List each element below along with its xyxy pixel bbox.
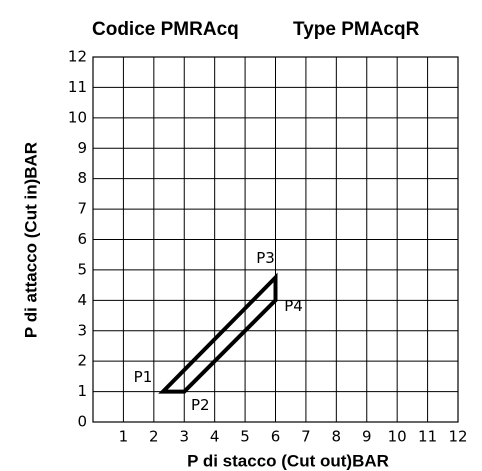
x-tick-label: 2 <box>149 428 159 446</box>
y-tick-label: 7 <box>77 200 87 218</box>
y-tick-label: 5 <box>77 260 87 278</box>
y-tick-label: 1 <box>77 382 87 400</box>
point-label: P2 <box>191 396 210 414</box>
x-tick-label: 6 <box>271 428 281 446</box>
x-tick-label: 7 <box>301 428 311 446</box>
x-tick-label: 12 <box>448 428 467 446</box>
y-tick-label: 12 <box>68 48 87 66</box>
y-tick-label: 8 <box>77 169 87 187</box>
point-label: P3 <box>256 249 275 267</box>
y-tick-label: 4 <box>77 291 87 309</box>
x-tick-label: 1 <box>119 428 129 446</box>
y-tick-label: 0 <box>77 413 87 431</box>
chart-title: Codice PMRAcq <box>92 19 239 40</box>
x-axis-label: P di stacco (Cut out)BAR <box>187 451 389 470</box>
x-tick-label: 9 <box>362 428 372 446</box>
point-label: P4 <box>284 297 303 315</box>
x-tick-label: 8 <box>332 428 342 446</box>
y-tick-label: 9 <box>77 139 87 157</box>
y-tick-label: 2 <box>77 352 87 370</box>
y-axis-label: P di attacco (Cut in)BAR <box>21 142 40 338</box>
x-tick-label: 10 <box>388 428 407 446</box>
x-tick-label: 5 <box>240 428 250 446</box>
x-tick-label: 4 <box>210 428 220 446</box>
y-tick-label: 11 <box>68 78 87 96</box>
y-tick-label: 10 <box>68 108 87 126</box>
chart-subtitle: Type PMAcqR <box>293 19 420 40</box>
region <box>158 272 278 394</box>
y-tick-label: 3 <box>77 321 87 339</box>
point-label: P1 <box>134 368 153 386</box>
y-tick-label: 6 <box>77 230 87 248</box>
x-tick-label: 11 <box>418 428 437 446</box>
x-tick-label: 3 <box>179 428 189 446</box>
